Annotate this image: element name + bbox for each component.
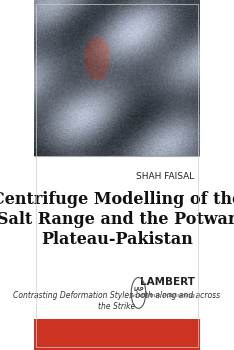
Bar xyxy=(34,318,200,350)
Bar xyxy=(34,156,200,318)
Text: LAP: LAP xyxy=(133,287,144,292)
Text: Contrasting Deformation Styles both along and across
the Strike: Contrasting Deformation Styles both alon… xyxy=(13,290,221,310)
Text: Centrifuge Modelling of the
Salt Range and the Potwar
Plateau-Pakistan: Centrifuge Modelling of the Salt Range a… xyxy=(0,191,234,248)
Text: Academic Publishing: Academic Publishing xyxy=(130,293,195,297)
Text: SHAH FAISAL: SHAH FAISAL xyxy=(136,172,195,181)
Text: LAMBERT: LAMBERT xyxy=(140,277,195,287)
